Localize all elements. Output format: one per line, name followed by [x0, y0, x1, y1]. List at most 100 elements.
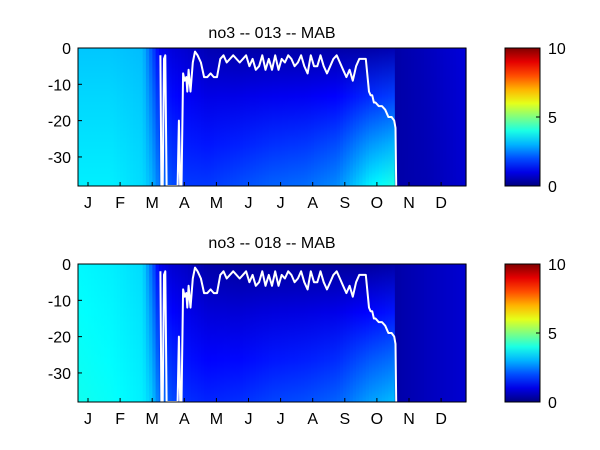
heatmap-cell	[323, 48, 328, 186]
heatmap-cell	[407, 264, 412, 402]
heatmap-cell	[178, 48, 183, 186]
heatmap-cell	[107, 264, 111, 402]
heatmap-cell	[336, 264, 341, 402]
colorbar-tick-label: 0	[548, 395, 557, 412]
y-tick-label: 0	[62, 41, 71, 58]
heatmap-cell	[307, 48, 312, 186]
heatmap-cell	[236, 48, 241, 186]
heatmap-cell	[126, 48, 131, 186]
heatmap-cell	[359, 48, 364, 186]
y-tick-label: -30	[48, 366, 71, 383]
heatmap-cell	[459, 264, 464, 402]
heatmap-cell	[462, 48, 467, 186]
heatmap-cell	[297, 264, 302, 402]
heatmap-cell	[275, 264, 280, 402]
x-tick-label: N	[403, 195, 415, 212]
heatmap-cell	[278, 264, 283, 402]
heatmap-cell	[213, 264, 218, 402]
heatmap-cell	[391, 48, 396, 186]
heatmap-cell	[381, 48, 386, 186]
heatmap-cell	[275, 48, 280, 186]
x-tick-label: A	[307, 195, 318, 212]
heatmap-cell	[249, 48, 254, 186]
x-tick-label: D	[435, 195, 447, 212]
x-tick-label: J	[277, 195, 285, 212]
x-tick-label: M	[146, 411, 159, 428]
heatmap-cell	[116, 48, 121, 186]
heatmap-cell	[116, 264, 121, 402]
heatmap-cell	[314, 264, 318, 402]
x-tick-label: M	[146, 195, 159, 212]
heatmap-cell	[375, 264, 380, 402]
heatmap-cell	[90, 264, 95, 402]
panel-2: no3 -- 018 -- MAB J F M A M J J A S O N D 0 -10 -20 -30 0…	[48, 235, 566, 428]
y-tick-label: -10	[48, 293, 71, 310]
heatmap-cell	[110, 48, 115, 186]
heatmap-cell	[255, 264, 260, 402]
heatmap-cell	[420, 48, 425, 186]
heatmap-cell	[433, 264, 438, 402]
heatmap-cell	[178, 264, 183, 402]
heatmap-cell	[81, 48, 86, 186]
heatmap-cell	[262, 48, 267, 186]
heatmap-cell	[339, 48, 344, 186]
heatmap-cell	[398, 264, 402, 402]
heatmap-cell	[330, 48, 335, 186]
x-tick-label: M	[210, 195, 223, 212]
heatmap-cell	[404, 48, 409, 186]
colorbar-tick-label: 0	[548, 179, 557, 196]
heatmap-cell	[246, 48, 250, 186]
heatmap-cell	[343, 48, 347, 186]
heatmap-cell	[446, 48, 451, 186]
mixed-layer-line	[159, 266, 398, 403]
x-tick-label: O	[371, 195, 383, 212]
heatmap-cell	[281, 264, 286, 402]
heatmap-cell	[346, 48, 351, 186]
heatmap-cell	[378, 48, 383, 186]
heatmap-cell	[310, 264, 315, 402]
heatmap-cell	[459, 48, 464, 186]
heatmap-cell	[204, 264, 208, 402]
heatmap-cell	[352, 48, 357, 186]
heatmap-field	[78, 48, 467, 186]
heatmap-cell	[197, 48, 202, 186]
heatmap-cell	[200, 264, 205, 402]
y-tick-label: -20	[48, 114, 71, 131]
heatmap-cell	[456, 48, 461, 186]
y-tick-label: 0	[62, 257, 71, 274]
x-tick-label: J	[84, 195, 92, 212]
heatmap-cell	[78, 264, 82, 402]
heatmap-cell	[411, 48, 415, 186]
heatmap-cell	[404, 264, 409, 402]
heatmap-cell	[365, 264, 370, 402]
heatmap-cell	[259, 264, 263, 402]
heatmap-cell	[365, 48, 370, 186]
heatmap-cell	[372, 264, 377, 402]
heatmap-cell	[129, 48, 134, 186]
heatmap-cell	[281, 48, 286, 186]
heatmap-cell	[107, 48, 111, 186]
heatmap-cell	[165, 264, 170, 402]
heatmap-cell	[297, 48, 302, 186]
heatmap-cell	[417, 48, 422, 186]
heatmap-cell	[97, 264, 102, 402]
heatmap-cell	[259, 48, 263, 186]
heatmap-cell	[443, 264, 448, 402]
heatmap-cell	[284, 264, 289, 402]
x-tick-label: J	[245, 411, 253, 428]
heatmap-cell	[272, 48, 276, 186]
heatmap-cell	[210, 48, 215, 186]
heatmap-cell	[430, 48, 435, 186]
x-tick-label: A	[179, 411, 190, 428]
heatmap-cell	[249, 264, 254, 402]
heatmap-cell	[326, 264, 331, 402]
heatmap-cell	[223, 48, 228, 186]
heatmap-cell	[414, 48, 419, 186]
heatmap-cell	[423, 48, 428, 186]
heatmap-cell	[197, 264, 202, 402]
heatmap-cell	[145, 48, 150, 186]
heatmap-cell	[326, 48, 331, 186]
panel-title: no3 -- 018 -- MAB	[208, 235, 335, 252]
heatmap-cell	[149, 48, 153, 186]
heatmap-cell	[291, 264, 296, 402]
